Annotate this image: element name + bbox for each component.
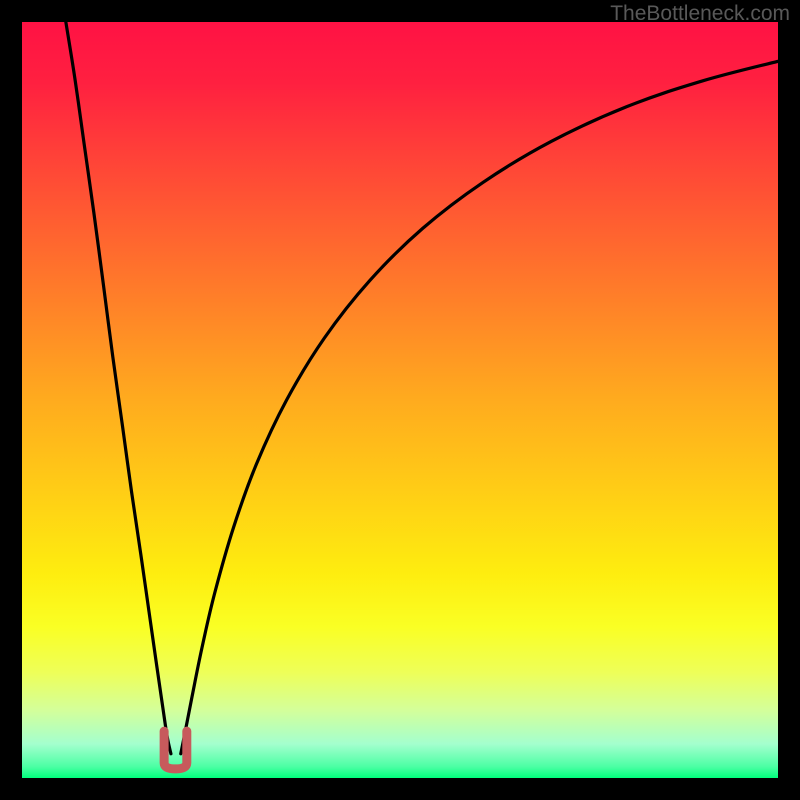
trough-marker [164,731,187,769]
chart-frame: TheBottleneck.com [0,0,800,800]
watermark-text: TheBottleneck.com [610,2,790,26]
bottleneck-curve [22,22,778,778]
plot-area [22,22,778,778]
curve-right-branch [181,61,778,754]
curve-left-branch [66,22,171,754]
